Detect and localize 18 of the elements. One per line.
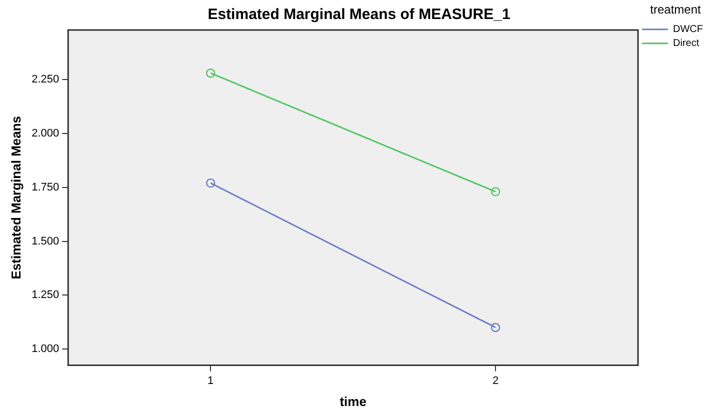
- y-tick-label: 1.750: [32, 181, 60, 194]
- point: [490, 187, 500, 196]
- chart-title: Estimated Marginal Means of MEASURE_1: [208, 6, 510, 24]
- point: [490, 322, 500, 332]
- point: [206, 68, 216, 78]
- y-axis-title: Estimated Marginal Means: [8, 116, 24, 280]
- legend-label: Direct: [673, 38, 700, 50]
- x-axis-title: time: [340, 394, 366, 409]
- point: [206, 178, 216, 188]
- y-tick-label: 2.000: [32, 128, 60, 140]
- x-tick-label: 2: [492, 374, 499, 387]
- legend-title: treatment: [650, 2, 702, 16]
- y-tick-label: 2.250: [32, 74, 60, 86]
- y-tick-label: 1.000: [32, 343, 60, 356]
- x-tick-label: 1: [208, 374, 214, 387]
- legend-label: DWCF: [673, 24, 704, 36]
- y-tick-label: 1.500: [32, 235, 60, 248]
- y-tick-label: 1.250: [32, 289, 60, 302]
